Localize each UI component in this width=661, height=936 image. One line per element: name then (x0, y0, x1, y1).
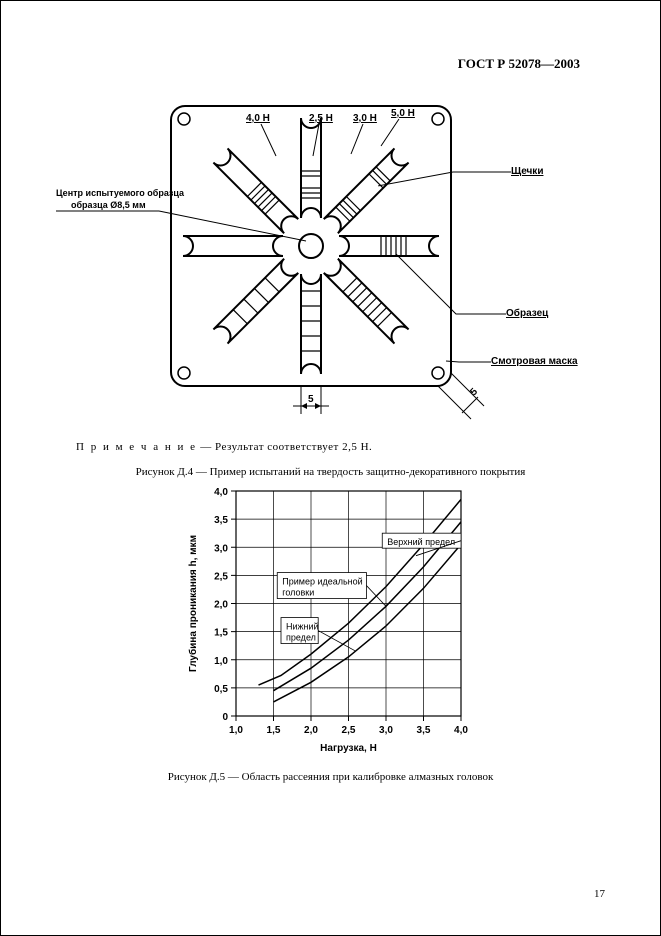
note-body: — Результат соответствует 2,5 Н. (197, 441, 372, 453)
svg-text:4,0 Н: 4,0 Н (246, 113, 270, 124)
svg-text:5: 5 (468, 386, 480, 398)
svg-text:1,5: 1,5 (214, 628, 228, 639)
chart-d5: 1,0 1,5 2,0 2,5 3,0 3,5 4,0 0 0,5 1,0 1,5 2,0 2,5 3,0… (181, 481, 491, 771)
svg-text:головки: головки (282, 588, 314, 598)
svg-text:2,0: 2,0 (214, 600, 228, 611)
doc-header: ГОСТ Р 52078—2003 (458, 56, 580, 72)
svg-text:4,0: 4,0 (454, 725, 468, 736)
svg-text:предел: предел (286, 633, 316, 643)
svg-text:Нижний: Нижний (286, 622, 319, 632)
svg-text:2,5 Н: 2,5 Н (309, 113, 333, 124)
svg-text:2,0: 2,0 (304, 725, 318, 736)
svg-text:Центр испытуемого образца: Центр испытуемого образца (56, 188, 185, 198)
figure-caption-d5: Рисунок Д.5 — Область рассеяния при кали… (1, 771, 660, 783)
svg-text:5,0 Н: 5,0 Н (391, 108, 415, 119)
svg-text:образца Ø8,5 мм: образца Ø8,5 мм (71, 200, 146, 210)
svg-text:Смотровая маска: Смотровая маска (491, 356, 578, 367)
note-line: П р и м е ч а н и е — Результат соответс… (76, 441, 372, 453)
svg-text:0: 0 (222, 712, 228, 723)
svg-text:1,0: 1,0 (229, 725, 243, 736)
svg-text:Нагрузка, Н: Нагрузка, Н (320, 743, 377, 754)
diagram-d4: 4,0 Н 2,5 Н 3,0 Н 5,0 Н Центр испытуемого об… (51, 86, 611, 436)
svg-text:3,5: 3,5 (214, 515, 228, 526)
svg-text:2,5: 2,5 (214, 571, 228, 582)
svg-text:Образец: Образец (506, 307, 549, 319)
svg-text:3,0 Н: 3,0 Н (353, 113, 377, 124)
note-prefix: П р и м е ч а н и е (76, 441, 197, 453)
svg-text:Глубина проникания h, мкм: Глубина проникания h, мкм (187, 535, 199, 672)
page-number: 17 (594, 888, 605, 900)
svg-text:0,5: 0,5 (214, 684, 228, 695)
svg-text:4,0: 4,0 (214, 487, 228, 498)
figure-caption-d4: Рисунок Д.4 — Пример испытаний на твердо… (1, 466, 660, 478)
svg-text:2,5: 2,5 (342, 725, 356, 736)
svg-text:3,5: 3,5 (417, 725, 431, 736)
page-frame: ГОСТ Р 52078—2003 4,0 Н 2,5 Н 3,0 Н 5,0 Н Це… (0, 0, 661, 936)
svg-text:3,0: 3,0 (379, 725, 393, 736)
svg-text:3,0: 3,0 (214, 543, 228, 554)
svg-text:Щечки: Щечки (511, 166, 543, 177)
svg-text:Пример идеальной: Пример идеальной (282, 577, 362, 587)
svg-text:1,0: 1,0 (214, 656, 228, 667)
svg-text:1,5: 1,5 (267, 725, 281, 736)
svg-text:5: 5 (308, 394, 314, 405)
